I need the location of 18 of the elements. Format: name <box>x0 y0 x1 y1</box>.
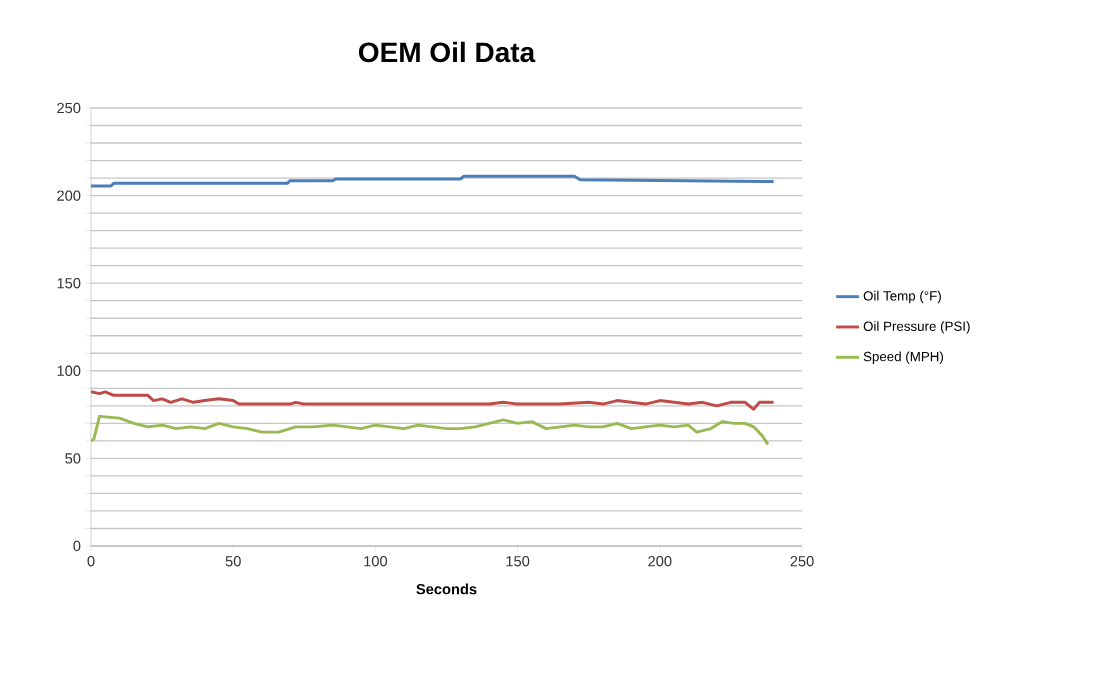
x-tick-label: 200 <box>648 556 672 567</box>
legend-label: Speed (MPH) <box>863 351 943 364</box>
line-series <box>91 174 776 188</box>
y-tick-label: 0 <box>73 540 81 552</box>
y-tick-label: 150 <box>57 278 81 289</box>
x-tick-label: 50 <box>225 556 241 567</box>
legend-label: Oil Pressure (PSI) <box>863 321 970 334</box>
x-tick-label: 150 <box>506 556 530 567</box>
x-tick-label: 0 <box>87 556 95 567</box>
y-tick-label: 250 <box>57 102 81 114</box>
legend-label: Oil Temp (°F) <box>863 290 941 304</box>
x-tick-label: 100 <box>364 556 388 567</box>
x-axis-title: Seconds <box>416 583 477 595</box>
x-tick-label: 250 <box>790 556 814 567</box>
y-tick-label: 100 <box>57 365 81 376</box>
chart-title: OEM Oil Data <box>358 41 536 63</box>
y-tick-label: 50 <box>65 453 81 464</box>
y-tick-label: 200 <box>57 190 81 201</box>
